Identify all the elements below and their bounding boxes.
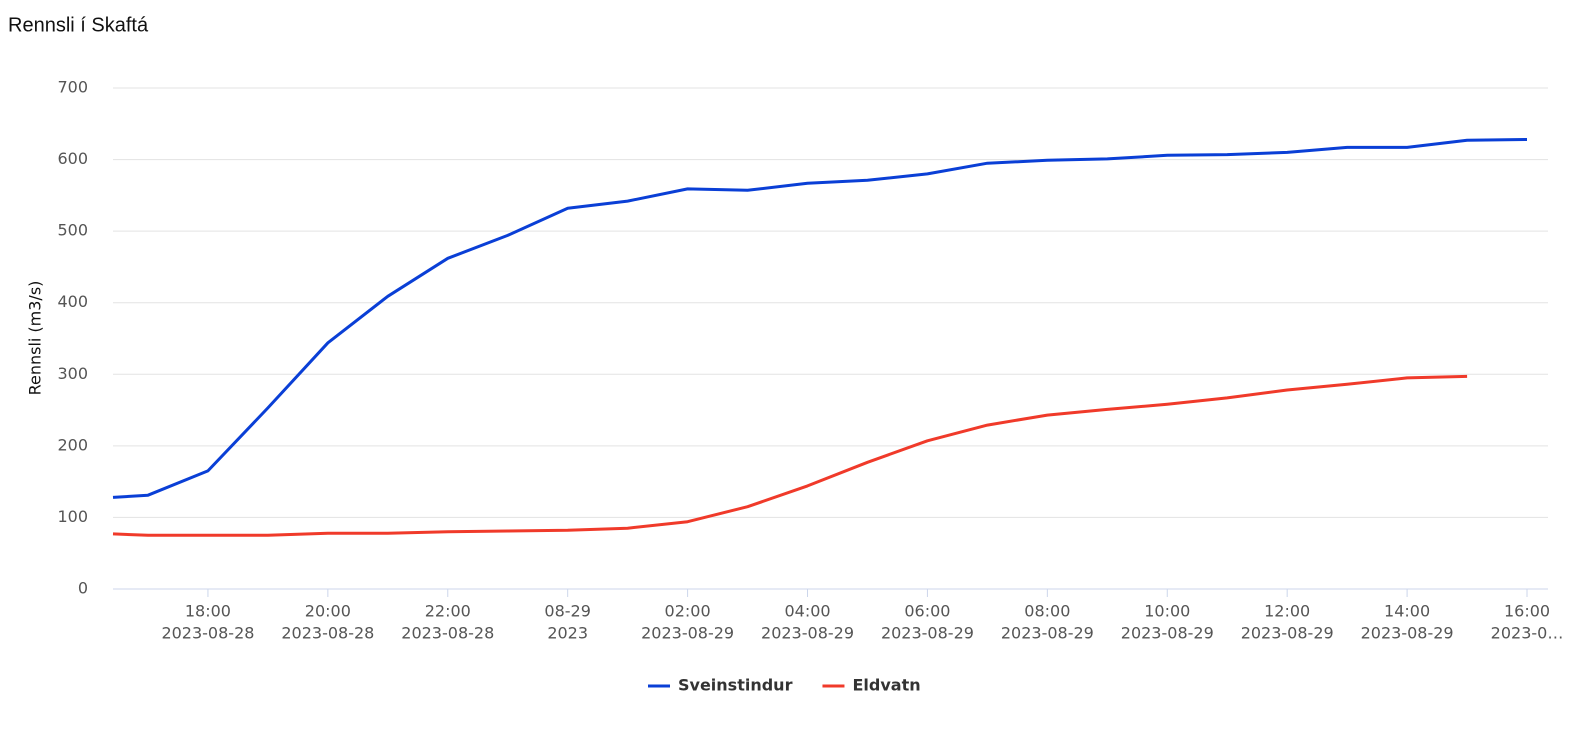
x-tick-label: 2023-08-29 xyxy=(1001,624,1094,643)
line-series xyxy=(112,138,1528,499)
x-tick-label: 06:00 xyxy=(904,602,950,621)
x-tick-label: 2023-08-29 xyxy=(761,624,854,643)
x-tick-label: 2023-08-29 xyxy=(1241,624,1334,643)
legend-label[interactable]: Sveinstindur xyxy=(678,676,793,695)
x-tick-label: 2023-08-28 xyxy=(161,624,254,643)
x-tick-label: 10:00 xyxy=(1144,602,1190,621)
y-tick-label: 200 xyxy=(57,435,88,454)
y-tick-label: 0 xyxy=(78,579,88,598)
x-tick-label: 2023-08-28 xyxy=(401,624,494,643)
x-tick-label: 22:00 xyxy=(425,602,471,621)
y-tick-label: 600 xyxy=(57,149,88,168)
y-tick-label: 100 xyxy=(57,507,88,526)
legend-label[interactable]: Eldvatn xyxy=(852,676,920,695)
chart-title: Rennsli í Skaftá xyxy=(8,14,149,36)
x-tick-label: 16:00 xyxy=(1504,602,1550,621)
x-tick-label: 08-29 xyxy=(544,602,591,621)
x-tick-label: 2023-08-29 xyxy=(1121,624,1214,643)
x-tick-label: 20:00 xyxy=(305,602,351,621)
x-tick-label: 2023-0… xyxy=(1491,624,1564,643)
y-tick-label: 300 xyxy=(57,364,88,383)
x-tick-label: 2023-08-28 xyxy=(281,624,374,643)
line-series xyxy=(112,374,1468,537)
y-tick-label: 700 xyxy=(57,78,88,97)
x-tick-label: 18:00 xyxy=(185,602,231,621)
x-tick-label: 2023-08-29 xyxy=(641,624,734,643)
x-tick-label: 14:00 xyxy=(1384,602,1430,621)
y-tick-label: 500 xyxy=(57,221,88,240)
x-tick-label: 2023-08-29 xyxy=(881,624,974,643)
y-axis-label: Rennsli (m3/s) xyxy=(26,281,45,396)
x-tick-label: 2023 xyxy=(547,624,588,643)
x-tick-label: 02:00 xyxy=(665,602,711,621)
x-tick-label: 2023-08-29 xyxy=(1361,624,1454,643)
y-tick-label: 400 xyxy=(57,292,88,311)
x-tick-label: 08:00 xyxy=(1024,602,1070,621)
x-tick-label: 04:00 xyxy=(784,602,830,621)
x-tick-label: 12:00 xyxy=(1264,602,1310,621)
